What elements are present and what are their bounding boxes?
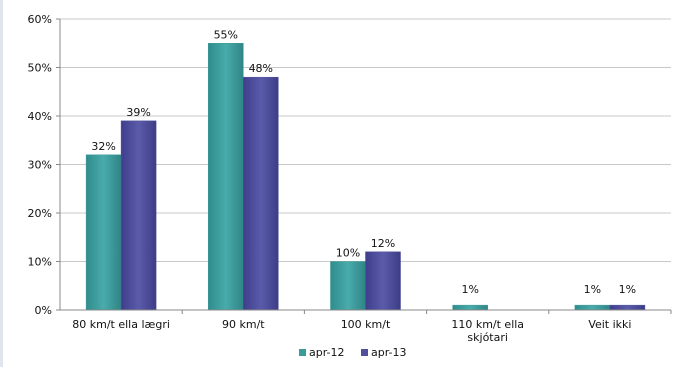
data-label: 55% <box>214 28 238 41</box>
bar-apr-12 <box>330 261 366 311</box>
legend: apr-12 apr-13 <box>299 346 407 359</box>
gridlines <box>60 18 671 262</box>
legend-label: apr-13 <box>371 346 407 359</box>
y-tick-label: 0% <box>35 304 52 317</box>
data-label: 10% <box>336 247 360 260</box>
bar-apr-13 <box>365 251 401 311</box>
legend-label: apr-12 <box>309 346 345 359</box>
y-tick-label: 10% <box>28 256 52 269</box>
bar-apr-12 <box>452 304 488 311</box>
data-label: 48% <box>249 62 273 75</box>
data-label: 39% <box>126 106 150 119</box>
y-tick-label: 60% <box>28 13 52 26</box>
bar-chart: 0% 10% 20% 30% 40% 50% 60% 32% 39% 55% 48% 10% 12% 1… <box>28 13 672 359</box>
bar-apr-13 <box>120 120 157 311</box>
x-category-label: skjótari <box>467 331 508 344</box>
data-label: 1% <box>461 283 478 296</box>
y-tick-label: 50% <box>28 62 52 75</box>
legend-swatch <box>299 349 306 356</box>
data-label: 1% <box>584 283 601 296</box>
x-category-label: 110 km/t ella <box>451 318 524 331</box>
bar-apr-13 <box>243 76 279 311</box>
y-tick-label: 30% <box>28 159 52 172</box>
bar-apr-13 <box>609 304 646 311</box>
bar-apr-12 <box>574 304 611 311</box>
bar-apr-12 <box>85 154 122 311</box>
bars: 32% 39% 55% 48% 10% 12% 1% 1% 1% <box>85 28 646 311</box>
y-axis: 0% 10% 20% 30% 40% 50% 60% <box>28 13 61 317</box>
bar-apr-12 <box>208 43 244 311</box>
x-category-label: 90 km/t <box>222 318 265 331</box>
data-label: 12% <box>371 237 395 250</box>
data-label: 32% <box>91 140 115 153</box>
x-category-label: Veit ikki <box>588 318 631 331</box>
x-axis: 80 km/t ella lægri 90 km/t 100 km/t 110 km/… <box>60 309 672 344</box>
data-label: 1% <box>619 283 636 296</box>
y-tick-label: 20% <box>28 207 52 220</box>
y-tick-label: 40% <box>28 110 52 123</box>
x-category-label: 80 km/t ella lægri <box>72 318 170 331</box>
x-category-label: 100 km/t <box>341 318 391 331</box>
legend-swatch <box>361 349 368 356</box>
